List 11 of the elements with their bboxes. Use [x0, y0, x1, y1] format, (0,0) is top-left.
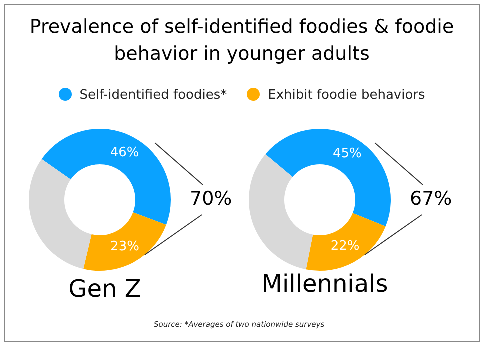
text: 67% — [410, 188, 452, 210]
text: Gen Z — [68, 275, 142, 303]
legend-label: Self-identified foodies* — [80, 88, 228, 103]
text: 70% — [190, 188, 232, 210]
data-label: 45% — [332, 146, 362, 162]
text: Millennials — [260, 270, 390, 298]
chart-title: Prevalence of self-identified foodies & foodie behavior in younger adults — [28, 15, 456, 67]
data-label: 23% — [110, 239, 140, 254]
data-label: 22% — [330, 239, 360, 254]
legend-label: Exhibit foodie behaviors — [268, 88, 426, 103]
data-label: 46% — [110, 145, 140, 160]
